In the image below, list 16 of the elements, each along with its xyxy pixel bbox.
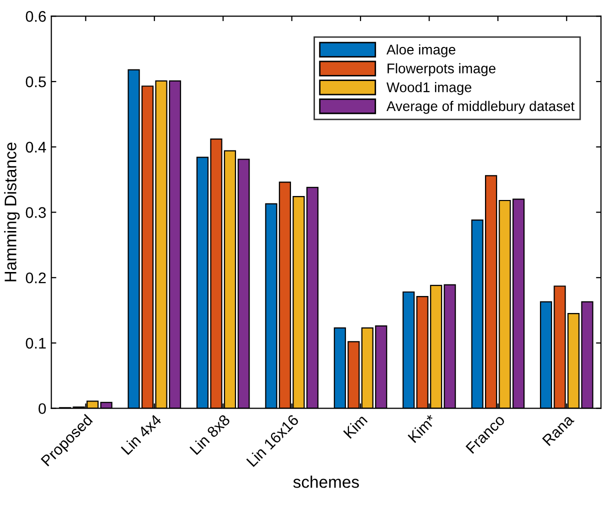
legend-label: Flowerpots image <box>388 63 496 76</box>
y-axis-title: Hamming Distance <box>4 142 20 282</box>
legend-label: Aloe image <box>386 44 456 58</box>
legend-label: Wood1 image <box>386 82 472 95</box>
y-tick-label: 0.5 <box>26 76 46 88</box>
y-tick-label: 0.4 <box>26 142 46 153</box>
x-axis-title: schemes <box>293 476 359 488</box>
y-tick-label: 0.6 <box>26 11 46 22</box>
x-tick-label: Kim <box>342 414 368 439</box>
x-tick-label: Lin 4x4 <box>120 414 162 455</box>
y-tick-label: 0.2 <box>26 272 46 284</box>
legend-label: Average of middlebury dataset <box>386 100 574 114</box>
x-tick-label: Lin 8x8 <box>189 414 231 456</box>
y-tick-label: 0 <box>38 403 46 414</box>
y-tick-label: 0.3 <box>26 207 46 218</box>
y-tick-label: 0.1 <box>26 338 46 349</box>
